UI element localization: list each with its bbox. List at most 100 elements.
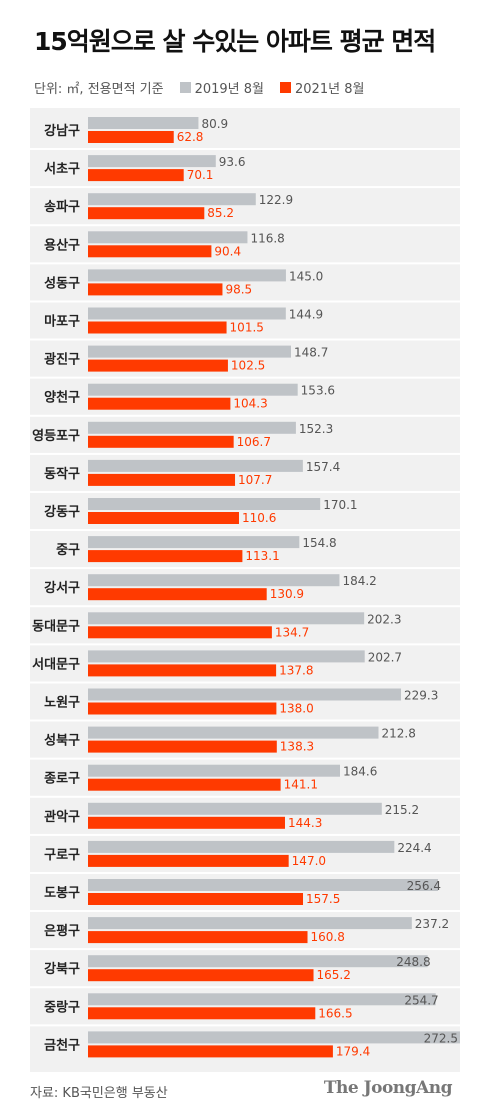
bar-2019 <box>88 840 395 853</box>
row-20: 구로구 224.4 147.0 <box>30 833 460 868</box>
row-24: 중랑구 254.7 166.5 <box>30 986 460 1020</box>
category-label: 서초구 <box>44 162 80 177</box>
category-label: 강서구 <box>44 580 80 596</box>
value-label-2019: 154.8 <box>302 536 336 550</box>
bar-2021 <box>88 588 267 601</box>
value-label-2019: 224.4 <box>397 841 431 855</box>
row-2: 서초구 93.6 70.1 <box>30 148 460 182</box>
bar-2019 <box>88 574 340 587</box>
bar-2019 <box>88 383 298 396</box>
bar-2019 <box>88 955 428 968</box>
value-label-2021: 137.8 <box>279 663 313 677</box>
value-label-2021: 179.4 <box>336 1044 370 1058</box>
bar-2019 <box>88 231 248 244</box>
row-23: 강북구 248.8 165.2 <box>30 948 460 982</box>
value-label-2019: 202.7 <box>368 650 402 664</box>
bar-2021 <box>88 359 228 372</box>
bar-2019 <box>88 802 382 815</box>
category-label: 강남구 <box>44 123 80 139</box>
value-label-2019: 184.6 <box>343 765 377 779</box>
bar-2021 <box>88 207 205 220</box>
value-label-2021: 134.7 <box>275 625 309 639</box>
category-label: 동작구 <box>44 466 80 482</box>
value-label-2021: 141.1 <box>284 778 318 792</box>
value-label-2021: 85.2 <box>207 206 234 220</box>
bar-2021 <box>88 931 308 944</box>
value-label-2021: 157.5 <box>306 892 340 906</box>
value-label-2021: 130.9 <box>270 587 304 601</box>
bar-2019 <box>88 650 365 663</box>
category-label: 강동구 <box>44 504 80 520</box>
row-14: 동대문구 202.3 134.7 <box>30 605 460 639</box>
value-label-2019: 202.3 <box>367 612 401 626</box>
row-3: 송파구 122.9 85.2 <box>30 186 460 220</box>
value-label-2019: 157.4 <box>306 460 340 474</box>
bar-2021 <box>88 893 304 905</box>
value-label-2021: 160.8 <box>311 930 345 944</box>
category-label: 용산구 <box>44 237 80 253</box>
source-note: 자료: KB국민은행 부동산 <box>30 1086 168 1101</box>
bar-2021 <box>88 854 289 867</box>
brand-logo: The JoongAng <box>323 1078 453 1098</box>
bar-2021 <box>88 321 227 334</box>
value-label-2021: 166.5 <box>318 1006 352 1020</box>
bar-2021 <box>88 245 212 258</box>
category-label: 중구 <box>56 543 80 558</box>
bar-2019 <box>88 307 286 320</box>
bar-2019 <box>88 421 296 434</box>
chart-subheader: 단위: ㎡, 전용면적 기준 2019년 8월 2021년 8월 <box>34 78 364 97</box>
bar-2019 <box>88 612 365 625</box>
row-21: 도봉구 256.4 157.5 <box>30 871 460 906</box>
bar-2019 <box>88 117 199 129</box>
value-label-2019: 122.9 <box>259 193 293 207</box>
value-label-2019: 144.9 <box>289 308 323 322</box>
bar-2019 <box>88 764 341 777</box>
row-17: 성북구 212.8 138.3 <box>30 719 460 754</box>
row-4: 용산구 116.8 90.4 <box>30 224 460 258</box>
bar-2021 <box>88 131 174 143</box>
value-label-2019: 212.8 <box>382 727 416 741</box>
legend-2021: 2021년 8월 <box>280 78 364 97</box>
bar-chart: 강남구 80.962.8 서초구 93.6 70.1 송파구 122.9 85.2 용산구 116… <box>30 117 460 1058</box>
value-label-2019: 237.2 <box>415 917 449 931</box>
legend-swatch-2019 <box>179 82 191 93</box>
row-25: 금천구 272.5 179.4 <box>30 1024 460 1058</box>
legend-label-2019: 2019년 8월 <box>194 82 265 97</box>
category-label: 성북구 <box>44 734 80 749</box>
value-label-2021: 144.3 <box>288 816 322 830</box>
value-label-2021: 102.5 <box>231 359 265 373</box>
category-label: 성동구 <box>44 276 80 291</box>
bar-2021 <box>88 512 239 524</box>
bar-2021 <box>88 740 277 753</box>
value-label-2021: 107.7 <box>238 473 272 487</box>
value-label-2019: 256.4 <box>407 879 441 893</box>
category-label: 관악구 <box>44 809 80 825</box>
bar-2019 <box>88 193 256 206</box>
bar-2021 <box>88 169 184 182</box>
bar-2019 <box>88 536 300 549</box>
category-label: 강북구 <box>44 961 80 977</box>
value-label-2021: 101.5 <box>230 321 264 335</box>
bar-2021 <box>88 283 223 296</box>
category-label: 마포구 <box>44 314 80 330</box>
bar-2021 <box>88 969 314 982</box>
bar-2019 <box>88 269 286 282</box>
value-label-2021: 62.8 <box>177 130 204 144</box>
bar-2021 <box>88 550 243 563</box>
category-label: 영등포구 <box>32 429 80 444</box>
bar-2021 <box>88 435 234 448</box>
legend-label-2021: 2021년 8월 <box>295 82 365 97</box>
value-label-2019: 93.6 <box>219 155 246 169</box>
value-label-2021: 165.2 <box>317 968 351 982</box>
value-label-2019: 152.3 <box>299 422 333 436</box>
row-7: 광진구 148.7 102.5 <box>30 338 460 373</box>
value-label-2019: 153.6 <box>301 384 335 398</box>
category-label: 종로구 <box>44 772 80 787</box>
bar-2019 <box>88 993 436 1006</box>
value-label-2021: 147.0 <box>292 854 326 868</box>
unit-note: 단위: ㎡, 전용면적 기준 <box>34 82 164 97</box>
value-label-2019: 248.8 <box>396 955 430 969</box>
bar-2021 <box>88 778 281 791</box>
value-label-2019: 272.5 <box>424 1031 458 1045</box>
bar-2019 <box>88 345 291 358</box>
